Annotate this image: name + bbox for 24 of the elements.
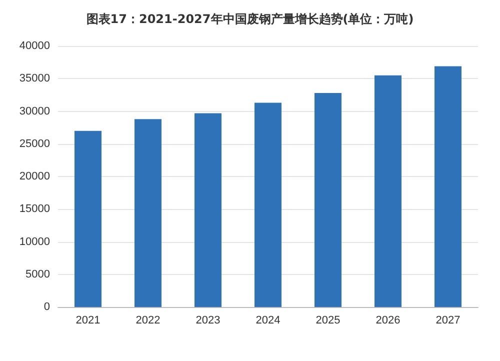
x-tick-label: 2024 bbox=[256, 314, 280, 326]
x-tick-label: 2025 bbox=[316, 314, 340, 326]
y-tick-label: 25000 bbox=[19, 138, 50, 150]
bar bbox=[254, 102, 282, 307]
x-tick-label: 2026 bbox=[376, 314, 400, 326]
bar bbox=[434, 66, 462, 307]
y-tick-label: 30000 bbox=[19, 105, 50, 118]
x-tick-label: 2022 bbox=[136, 314, 160, 326]
x-tick-label: 2023 bbox=[196, 314, 220, 326]
bar bbox=[314, 92, 342, 307]
y-tick-label: 5000 bbox=[26, 268, 50, 280]
y-tick-label: 15000 bbox=[19, 203, 50, 216]
y-tick-label: 0 bbox=[44, 301, 50, 313]
bar bbox=[194, 113, 222, 307]
y-tick-label: 20000 bbox=[19, 170, 50, 182]
y-tick-label: 40000 bbox=[19, 40, 50, 52]
y-tick-label: 10000 bbox=[19, 236, 50, 248]
chart-title: 图表17：2021-2027年中国废钢产量增长趋势(单位：万吨) bbox=[86, 12, 414, 26]
x-tick-label: 2021 bbox=[76, 314, 100, 326]
bar bbox=[74, 130, 102, 307]
y-tick-label: 35000 bbox=[19, 72, 50, 85]
x-tick-label: 2027 bbox=[436, 314, 460, 326]
bar bbox=[374, 75, 402, 307]
bar bbox=[134, 119, 162, 307]
